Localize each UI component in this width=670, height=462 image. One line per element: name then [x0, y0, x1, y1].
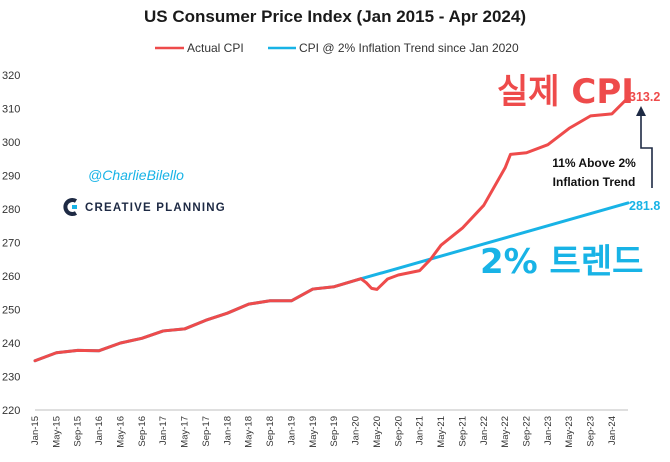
y-tick-label: 320 — [2, 70, 20, 82]
x-axis: Jan-15 May-15 Sep-15 Jan-16 May-16 Sep-16 Jan-… — [30, 416, 618, 448]
x-tick-label: May-20 — [372, 416, 383, 448]
y-tick-label: 230 — [2, 372, 20, 384]
x-tick-label: May-21 — [436, 416, 447, 448]
y-tick-label: 220 — [2, 405, 20, 417]
x-tick-label: Jan-18 — [222, 416, 233, 445]
x-tick-label: Sep-20 — [393, 416, 404, 447]
y-tick-label: 240 — [2, 338, 20, 350]
x-tick-label: Sep-21 — [457, 416, 468, 447]
y-tick-label: 280 — [2, 204, 20, 216]
annotation-trend: 2% 트렌드 — [480, 242, 643, 282]
legend-label-trend: CPI @ 2% Inflation Trend since Jan 2020 — [299, 41, 519, 55]
y-axis: 220 230 240 250 260 270 280 290 300 310 320 — [2, 70, 20, 417]
creative-planning-logo: CREATIVE PLANNING — [63, 198, 226, 216]
author-handle: @CharlieBilello — [88, 167, 184, 183]
x-tick-label: Jan-17 — [158, 416, 169, 445]
x-tick-label: Jan-24 — [607, 416, 618, 445]
x-tick-label: May-16 — [115, 416, 126, 448]
x-tick-label: May-18 — [244, 416, 255, 448]
x-tick-label: May-17 — [180, 416, 191, 448]
x-tick-label: Sep-18 — [265, 416, 276, 447]
annotation-actual-cpi: 실제 CPI — [497, 72, 634, 112]
y-tick-label: 290 — [2, 171, 20, 183]
end-label-trend: 281.8 — [629, 199, 660, 213]
end-label-actual: 313.2 — [629, 90, 660, 104]
x-tick-label: May-19 — [308, 416, 319, 448]
y-tick-label: 310 — [2, 104, 20, 116]
y-tick-label: 250 — [2, 305, 20, 317]
x-tick-label: Jan-16 — [94, 416, 105, 445]
x-tick-label: May-22 — [500, 416, 511, 448]
series-layer — [33, 96, 630, 363]
x-tick-label: Jan-21 — [415, 416, 426, 445]
x-tick-label: Sep-22 — [521, 416, 532, 447]
series-line-actual-cpi — [33, 96, 630, 363]
brand-name: CREATIVE PLANNING — [85, 202, 226, 214]
gap-arrow — [636, 106, 653, 188]
gap-note-line1: 11% Above 2% — [552, 156, 636, 170]
legend: Actual CPI CPI @ 2% Inflation Trend sinc… — [155, 41, 519, 55]
x-tick-label: Jan-15 — [30, 416, 41, 445]
x-tick-label: Jan-23 — [543, 416, 554, 445]
x-tick-label: Jan-19 — [286, 416, 297, 445]
gap-note-line2: Inflation Trend — [553, 175, 636, 189]
chart-title: US Consumer Price Index (Jan 2015 - Apr … — [144, 7, 526, 26]
x-tick-label: Sep-17 — [201, 416, 212, 447]
legend-label-actual: Actual CPI — [187, 41, 244, 55]
x-tick-label: Sep-15 — [73, 416, 84, 447]
x-tick-label: Jan-22 — [479, 416, 490, 445]
x-tick-label: Sep-16 — [137, 416, 148, 447]
x-tick-label: May-23 — [564, 416, 575, 448]
y-tick-label: 300 — [2, 137, 20, 149]
y-tick-label: 260 — [2, 271, 20, 283]
x-tick-label: Sep-19 — [329, 416, 340, 447]
x-tick-label: Jan-20 — [351, 416, 362, 445]
x-tick-label: May-15 — [51, 416, 62, 448]
x-tick-label: Sep-23 — [586, 416, 597, 447]
y-tick-label: 270 — [2, 238, 20, 250]
logo-mark-icon — [63, 198, 78, 216]
